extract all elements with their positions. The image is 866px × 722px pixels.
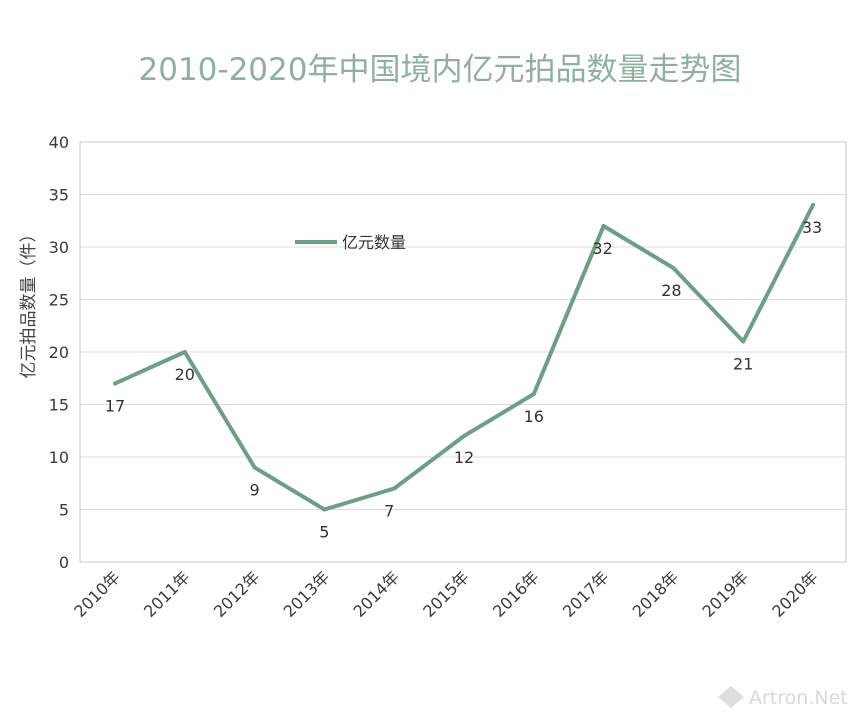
series-group: [113, 203, 815, 512]
x-axis-ticks: 2010年 2011年 2012年 2013年 2014年 2015年 2016年 2017年…: [70, 567, 822, 621]
data-label: 17: [105, 397, 125, 416]
y-tick-label: 40: [49, 133, 69, 152]
data-label: 5: [319, 523, 329, 542]
data-point: [113, 381, 117, 386]
x-tick-label: 2014年: [349, 567, 403, 621]
y-tick-label: 30: [49, 238, 69, 257]
chart-title: 2010-2020年中国境内亿元拍品数量走势图: [139, 52, 742, 88]
data-label: 28: [661, 281, 681, 300]
y-tick-label: 5: [59, 501, 69, 520]
data-point: [811, 203, 815, 207]
data-point: [531, 392, 536, 396]
data-label: 9: [250, 481, 260, 500]
data-label: 33: [802, 218, 822, 237]
data-point: [741, 339, 746, 344]
data-label: 7: [384, 502, 394, 521]
watermark: Artron.Net: [718, 686, 848, 709]
plot-area-border: [79, 141, 847, 563]
data-point: [322, 507, 327, 512]
legend-label: 亿元数量: [342, 233, 406, 252]
data-label: 20: [175, 365, 195, 384]
data-point: [182, 350, 187, 354]
y-tick-label: 15: [49, 396, 69, 415]
x-tick-label: 2015年: [419, 567, 473, 621]
y-tick-label: 20: [49, 343, 69, 362]
gridlines: [80, 194, 846, 510]
y-tick-label: 0: [59, 553, 69, 572]
x-tick-label: 2019年: [698, 567, 752, 621]
artron-logo-icon: [718, 686, 744, 708]
data-label: 16: [524, 407, 544, 426]
y-tick-label: 35: [49, 186, 69, 205]
data-point: [671, 266, 676, 270]
y-axis-ticks: 0 5 10 15 20 25 30 35 40: [49, 133, 69, 572]
x-tick-label: 2011年: [140, 567, 194, 621]
data-point: [392, 486, 397, 491]
data-point: [601, 224, 606, 228]
y-tick-label: 10: [49, 448, 69, 467]
data-labels: 17 20 9 5 7 12 16 32 28 21 33: [105, 218, 822, 542]
x-tick-label: 2018年: [629, 567, 683, 621]
data-point: [252, 465, 257, 470]
x-tick-label: 2016年: [489, 567, 543, 621]
y-axis-label: 亿元拍品数量（件）: [19, 226, 39, 379]
data-label: 12: [454, 448, 474, 467]
legend: 亿元数量: [295, 233, 406, 252]
x-tick-label: 2017年: [559, 567, 613, 621]
x-tick-label: 2013年: [280, 567, 334, 621]
watermark-text: Artron.Net: [749, 687, 848, 709]
data-label: 21: [733, 355, 753, 374]
x-tick-label: 2010年: [70, 567, 124, 621]
x-tick-label: 2012年: [210, 567, 264, 621]
x-tick-label: 2020年: [768, 567, 822, 621]
data-point: [462, 434, 466, 438]
y-tick-label: 25: [49, 291, 69, 310]
data-label: 32: [592, 239, 612, 258]
